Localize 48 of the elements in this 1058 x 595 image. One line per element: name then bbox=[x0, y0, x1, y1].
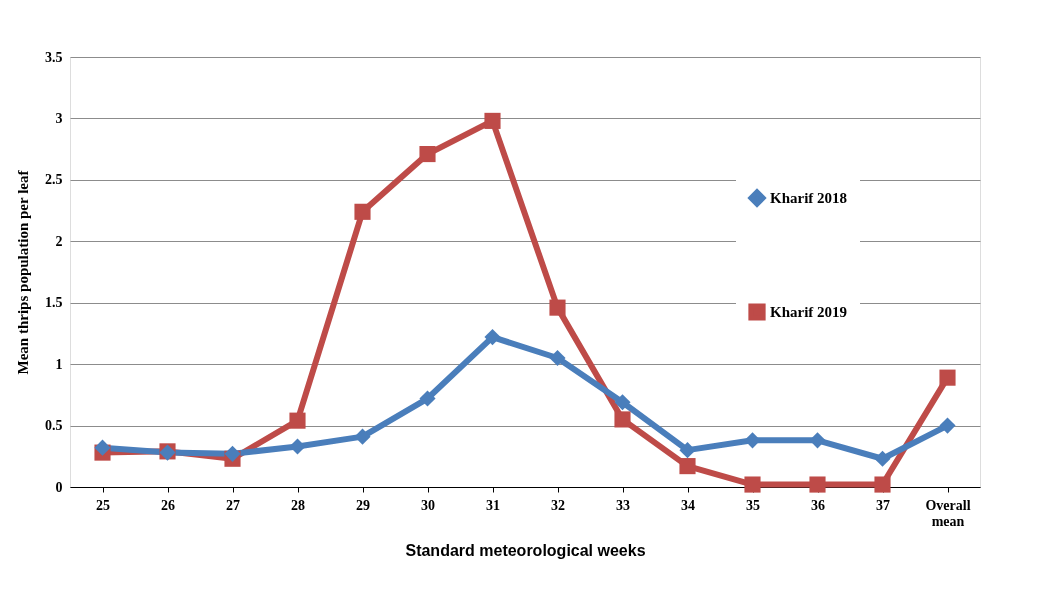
y-tick-label: 2 bbox=[55, 233, 63, 249]
x-tick-label: 28 bbox=[291, 497, 305, 513]
point bbox=[354, 428, 371, 445]
point bbox=[484, 112, 501, 129]
point bbox=[679, 458, 696, 475]
point bbox=[419, 146, 436, 163]
point bbox=[549, 299, 566, 316]
point bbox=[939, 369, 956, 386]
point bbox=[419, 390, 436, 407]
point bbox=[614, 411, 631, 428]
y-tick-label: 0 bbox=[55, 479, 63, 495]
point bbox=[614, 394, 631, 411]
point bbox=[939, 417, 956, 434]
y-tick-label: 3.5 bbox=[45, 49, 63, 65]
x-tick-label: 35 bbox=[746, 497, 760, 513]
legend-label: Kharif 2019 bbox=[770, 304, 848, 320]
x-tick-label: 30 bbox=[421, 497, 435, 513]
point bbox=[289, 412, 306, 429]
x-tick-label: 27 bbox=[226, 497, 240, 513]
x-tick-label: 36 bbox=[811, 497, 825, 513]
y-tick-label: 3 bbox=[55, 110, 63, 126]
x-tick-label: 26 bbox=[161, 497, 175, 513]
x-tick-label: 32 bbox=[551, 497, 565, 513]
x-tick-label: 25 bbox=[96, 497, 110, 513]
point bbox=[484, 329, 501, 346]
y-axis-title: Mean thrips population per leaf bbox=[15, 169, 31, 375]
point bbox=[744, 476, 761, 493]
x-tick-label: 33 bbox=[616, 497, 630, 513]
y-tick-label: 1 bbox=[55, 356, 63, 372]
point bbox=[94, 439, 111, 456]
y-tick-label: 1.5 bbox=[45, 295, 63, 311]
x-axis-title: Standard meteorological weeks bbox=[405, 541, 646, 559]
x-tick-label: 29 bbox=[356, 497, 370, 513]
x-tick-label: 34 bbox=[681, 497, 695, 513]
x-tick-label: 37 bbox=[876, 497, 890, 513]
y-tick-label: 0.5 bbox=[45, 418, 63, 434]
point bbox=[289, 438, 306, 455]
legend-label: Kharif 2018 bbox=[770, 190, 848, 206]
y-tick-label: 2.5 bbox=[45, 172, 63, 188]
point bbox=[874, 476, 891, 493]
point bbox=[809, 476, 826, 493]
x-tick-label: 31 bbox=[486, 497, 500, 513]
point bbox=[679, 442, 696, 459]
point bbox=[224, 445, 241, 462]
point bbox=[549, 349, 566, 367]
point bbox=[354, 203, 371, 220]
x-tick-label: Overall mean bbox=[925, 497, 971, 529]
point bbox=[874, 450, 891, 467]
